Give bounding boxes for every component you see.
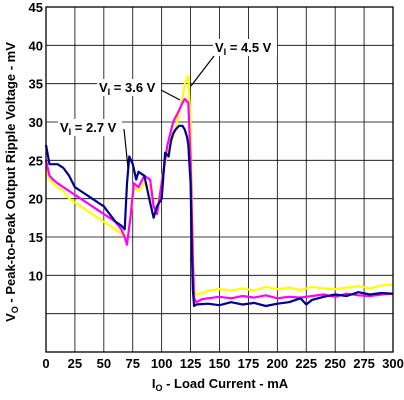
y-tick-label: 40	[29, 38, 43, 53]
x-tick-label: 300	[382, 356, 404, 371]
x-tick-label: 275	[353, 356, 375, 371]
annotation-label: VI = 2.7 V	[60, 120, 117, 137]
x-tick-label: 225	[295, 356, 317, 371]
x-tick-label: 25	[68, 356, 82, 371]
x-tick-label: 175	[238, 356, 260, 371]
annotations: VI = 2.7 V VI = 3.6 V VI = 4.5 V	[58, 39, 277, 169]
series-lines	[44, 74, 394, 308]
x-tick-label: 200	[266, 356, 288, 371]
x-axis-label: IO - Load Current - mA	[152, 376, 289, 393]
x-tick-label: 150	[209, 356, 231, 371]
series-line-1	[44, 97, 394, 304]
tick-labels: 0 25 50 75 100 125 150 175 200 225 250 275 300 10 15 20…	[29, 0, 404, 371]
y-axis-label: VO - Peak-to-Peak Output Ripple Voltage …	[3, 42, 20, 322]
annotation-leader	[190, 55, 215, 87]
y-tick-label: 35	[29, 77, 43, 92]
annotation-leader	[160, 89, 181, 101]
x-tick-label: 75	[126, 356, 140, 371]
plot-frame	[45, 6, 394, 353]
y-tick-label: 30	[29, 115, 43, 130]
x-tick-label: 250	[324, 356, 346, 371]
x-tick-label: 125	[180, 356, 202, 371]
y-tick-label: 10	[29, 268, 43, 283]
y-tick-label: 15	[29, 230, 43, 245]
y-tick-label: 45	[29, 0, 43, 15]
y-tick-label: 20	[29, 192, 43, 207]
annotation-bg	[213, 39, 277, 56]
series-line-2	[44, 124, 394, 308]
annotation-bg	[58, 119, 122, 136]
annotation-bg	[97, 79, 161, 96]
annotation-label: VI = 3.6 V	[99, 80, 156, 97]
x-tick-label: 0	[42, 356, 49, 371]
y-tick-label: 25	[29, 153, 43, 168]
x-tick-label: 50	[97, 356, 111, 371]
x-tick-label: 100	[151, 356, 173, 371]
annotation-label: VI = 4.5 V	[215, 40, 272, 57]
annotation-leader	[123, 128, 129, 169]
